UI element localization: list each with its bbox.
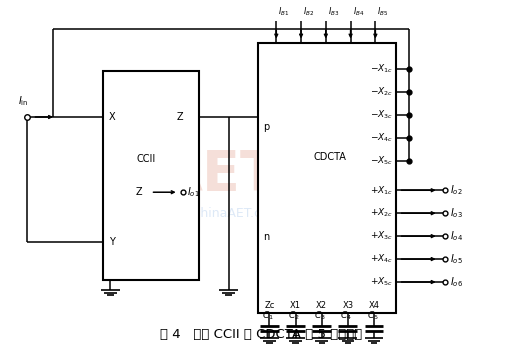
Text: n: n [264, 232, 270, 243]
Text: $+X_{2c}$: $+X_{2c}$ [370, 207, 393, 219]
Text: $C_5$: $C_5$ [366, 309, 378, 322]
Text: $C_3$: $C_3$ [314, 309, 326, 322]
Text: $C_4$: $C_4$ [340, 309, 352, 322]
Text: $-X_{4c}$: $-X_{4c}$ [370, 131, 393, 144]
Text: $I_{B5}$: $I_{B5}$ [377, 6, 389, 18]
Bar [103, 71, 199, 280]
Text: AET: AET [160, 148, 279, 203]
Text: $+X_{4c}$: $+X_{4c}$ [370, 253, 393, 265]
Text: $+X_{5c}$: $+X_{5c}$ [370, 276, 393, 288]
Text: $I_{o2}$: $I_{o2}$ [450, 183, 462, 197]
Text: Z: Z [136, 187, 143, 197]
Text: CDCTA: CDCTA [314, 152, 347, 161]
Text: X4: X4 [369, 300, 379, 310]
Text: $-X_{2c}$: $-X_{2c}$ [370, 86, 393, 98]
Bar [258, 43, 396, 313]
Text: $I_{B3}$: $I_{B3}$ [328, 6, 339, 18]
Text: $I_{\rm in}$: $I_{\rm in}$ [18, 94, 29, 108]
Text: $I_{o4}$: $I_{o4}$ [450, 229, 463, 243]
Text: $I_{o3}$: $I_{o3}$ [450, 206, 463, 220]
Text: X: X [109, 112, 115, 122]
Text: $I_{B4}$: $I_{B4}$ [353, 6, 364, 18]
Text: CCII: CCII [136, 154, 156, 164]
Text: X3: X3 [342, 300, 353, 310]
Text: $+X_{3c}$: $+X_{3c}$ [370, 230, 393, 243]
Text: X1: X1 [290, 300, 301, 310]
Text: $C_2$: $C_2$ [288, 309, 300, 322]
Text: www.ChinaAET.com: www.ChinaAET.com [158, 207, 281, 220]
Text: X2: X2 [316, 300, 327, 310]
Text: Z: Z [177, 112, 184, 122]
Text: 图 4   基于 CCII 与 CDCTA 的 5 阶滤波器: 图 4 基于 CCII 与 CDCTA 的 5 阶滤波器 [160, 328, 362, 341]
Text: $I_{o5}$: $I_{o5}$ [450, 252, 463, 266]
Text: $-X_{1c}$: $-X_{1c}$ [370, 62, 393, 75]
Text: $-X_{5c}$: $-X_{5c}$ [370, 154, 393, 167]
Text: Zc: Zc [264, 300, 275, 310]
Text: $I_{B2}$: $I_{B2}$ [303, 6, 314, 18]
Text: p: p [264, 122, 270, 132]
Text: $+X_{1c}$: $+X_{1c}$ [370, 184, 393, 197]
Text: $I_{o1}$: $I_{o1}$ [187, 185, 199, 199]
Text: Y: Y [109, 237, 115, 247]
Text: $-X_{3c}$: $-X_{3c}$ [370, 108, 393, 121]
Text: $I_{o6}$: $I_{o6}$ [450, 275, 463, 289]
Text: $I_{B1}$: $I_{B1}$ [278, 6, 290, 18]
Text: $C_1$: $C_1$ [262, 309, 274, 322]
